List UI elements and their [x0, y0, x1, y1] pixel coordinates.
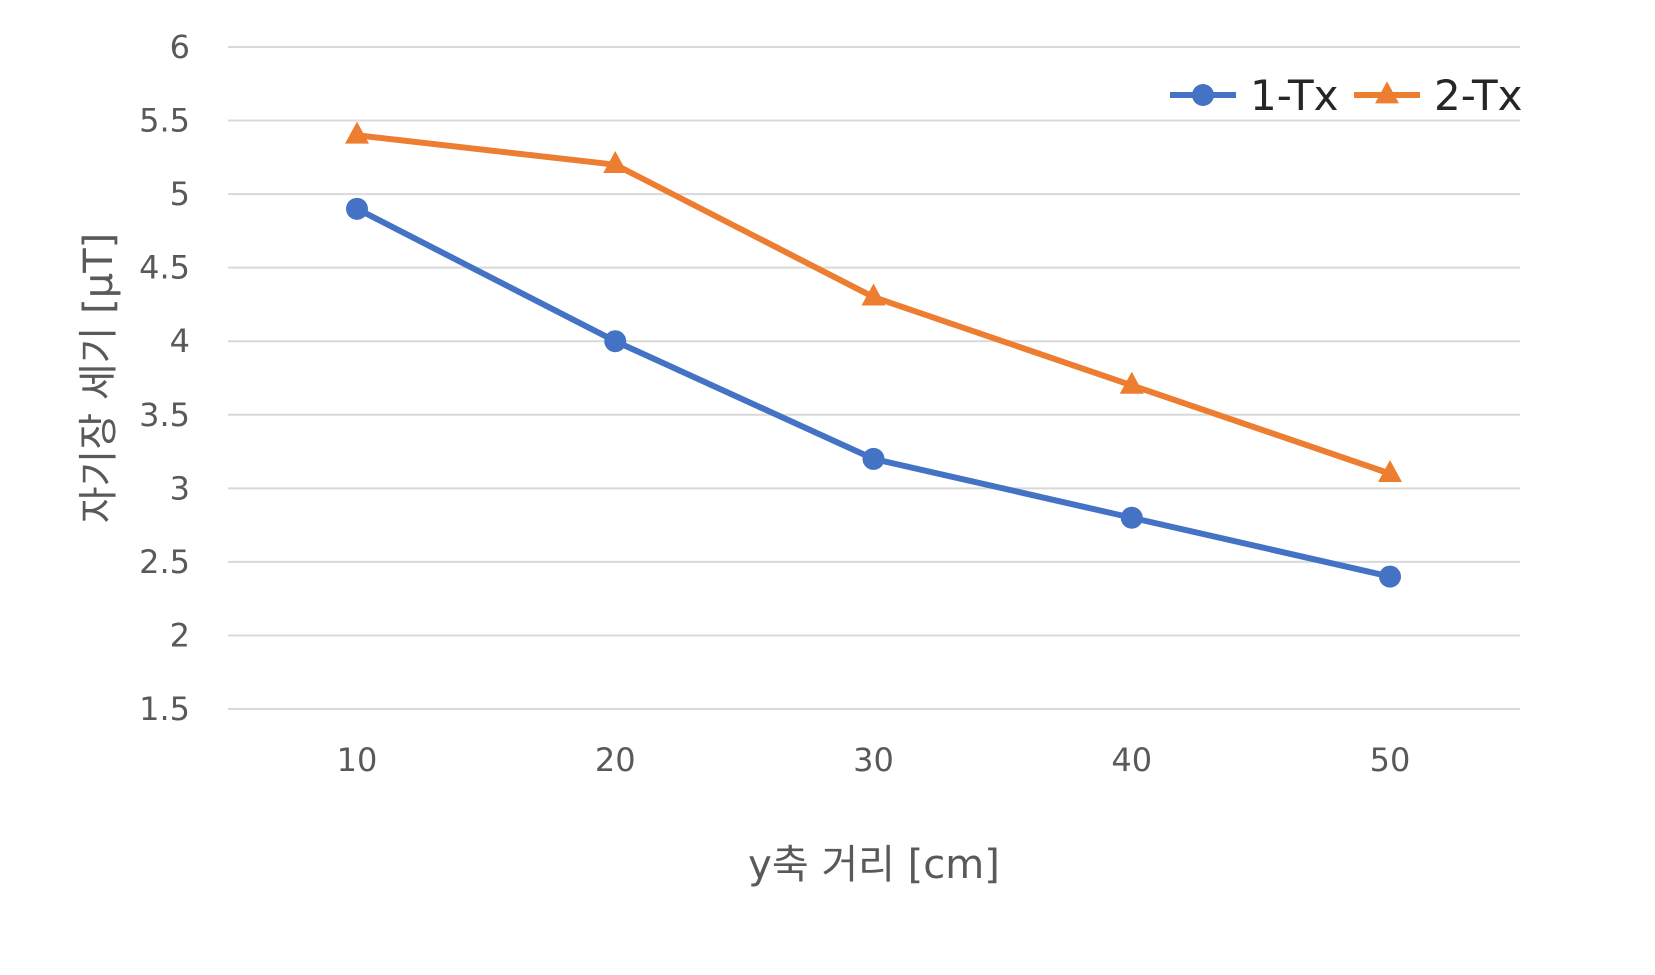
y-tick-label: 5 — [170, 175, 190, 213]
legend: 1-Tx 2-Tx — [1170, 71, 1523, 120]
x-axis-ticks: 10 20 30 40 50 — [337, 741, 1411, 779]
legend-label: 1-Tx — [1250, 71, 1339, 120]
y-tick-label: 3.5 — [139, 396, 190, 434]
circle-marker — [862, 447, 885, 470]
triangle-marker — [1119, 371, 1144, 394]
y-axis-ticks: 1.5 2 2.5 3 3.5 4 4.5 5 5.5 6 — [139, 28, 190, 728]
y-tick-label: 6 — [170, 28, 190, 66]
y-tick-label: 4.5 — [139, 249, 190, 287]
x-tick-label: 30 — [853, 741, 894, 779]
circle-marker — [346, 197, 368, 220]
circle-marker — [1120, 506, 1143, 529]
legend-label: 2-Tx — [1434, 71, 1523, 120]
legend-item: 2-Tx — [1354, 71, 1523, 120]
x-tick-label: 20 — [595, 741, 636, 779]
y-tick-label: 4 — [170, 322, 190, 360]
x-tick-label: 50 — [1370, 741, 1411, 779]
y-tick-label: 1.5 — [139, 690, 190, 728]
x-axis-title: y축 거리 [cm] — [748, 842, 1000, 888]
y-tick-label: 2 — [170, 616, 190, 654]
x-tick-label: 40 — [1111, 741, 1152, 779]
series-line — [354, 205, 1393, 580]
circle-marker — [1379, 565, 1401, 588]
gridlines — [228, 46, 1520, 710]
legend-item: 1-Tx — [1170, 71, 1339, 120]
y-axis-title: 자기장 세기 [μT] — [76, 233, 122, 524]
legend-circle-marker — [1192, 84, 1214, 106]
x-tick-label: 10 — [337, 741, 378, 779]
circle-marker — [604, 330, 627, 353]
triangle-marker — [345, 121, 369, 144]
series-group — [345, 121, 1402, 588]
y-tick-label: 5.5 — [139, 102, 190, 140]
triangle-marker — [861, 283, 886, 306]
series-2-Tx — [345, 121, 1402, 482]
triangle-marker — [603, 151, 628, 174]
legend-triangle-marker — [1375, 81, 1399, 104]
series-1-Tx — [346, 197, 1401, 588]
y-tick-label: 2.5 — [139, 543, 190, 581]
y-tick-label: 3 — [170, 469, 190, 507]
triangle-marker — [1378, 459, 1402, 482]
